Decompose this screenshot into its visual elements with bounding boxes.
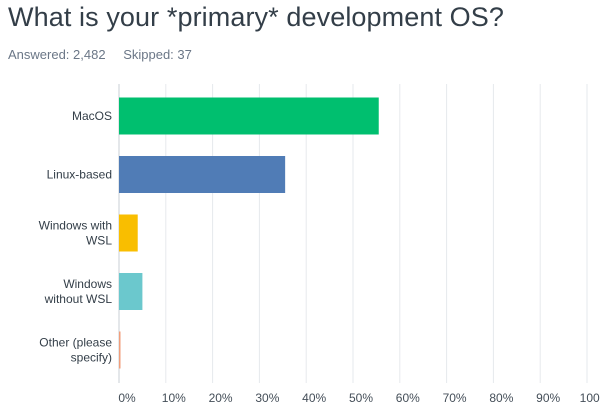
category-label-macos: MacOS	[72, 109, 112, 123]
response-stats: Answered: 2,482 Skipped: 37	[8, 47, 192, 62]
bar-other-please-specify	[119, 331, 121, 369]
bar-macos	[119, 97, 379, 135]
tick-label-80: 80%	[489, 391, 513, 405]
tick-label-40: 40%	[302, 391, 326, 405]
tick-label-0: 0%	[118, 391, 136, 405]
tick-label-90: 90%	[536, 391, 560, 405]
tick-label-70: 70%	[443, 391, 467, 405]
tick-label-100: 100%	[580, 391, 600, 405]
bar-linux-based	[119, 156, 286, 193]
tick-label-30: 30%	[255, 391, 279, 405]
category-label-other-please-specify-line-2: specify)	[71, 351, 112, 365]
category-label-other-please-specify-line-1: Other (please	[39, 336, 112, 350]
category-label-windows-without-wsl-line-2: without WSL	[44, 292, 113, 306]
bar-windows-without-wsl	[119, 273, 143, 310]
answered-count: Answered: 2,482	[8, 47, 106, 62]
question-title: What is your *primary* development OS?	[8, 2, 504, 32]
x-axis-ticks: 0% 10% 20% 30% 40% 50% 60% 70% 80% 90% 100%	[118, 391, 600, 405]
tick-label-50: 50%	[349, 391, 373, 405]
tick-label-10: 10%	[162, 391, 186, 405]
skipped-count: Skipped: 37	[123, 47, 192, 62]
category-label-windows-with-wsl-line-1: Windows with	[39, 219, 112, 233]
tick-label-60: 60%	[396, 391, 420, 405]
tick-label-20: 20%	[209, 391, 233, 405]
category-label-linux-based: Linux-based	[47, 168, 112, 182]
chart-bars	[119, 97, 379, 369]
category-label-windows-without-wsl-line-1: Windows	[63, 277, 112, 291]
bar-windows-with-wsl	[119, 214, 138, 252]
category-label-windows-with-wsl-line-2: WSL	[86, 234, 112, 248]
